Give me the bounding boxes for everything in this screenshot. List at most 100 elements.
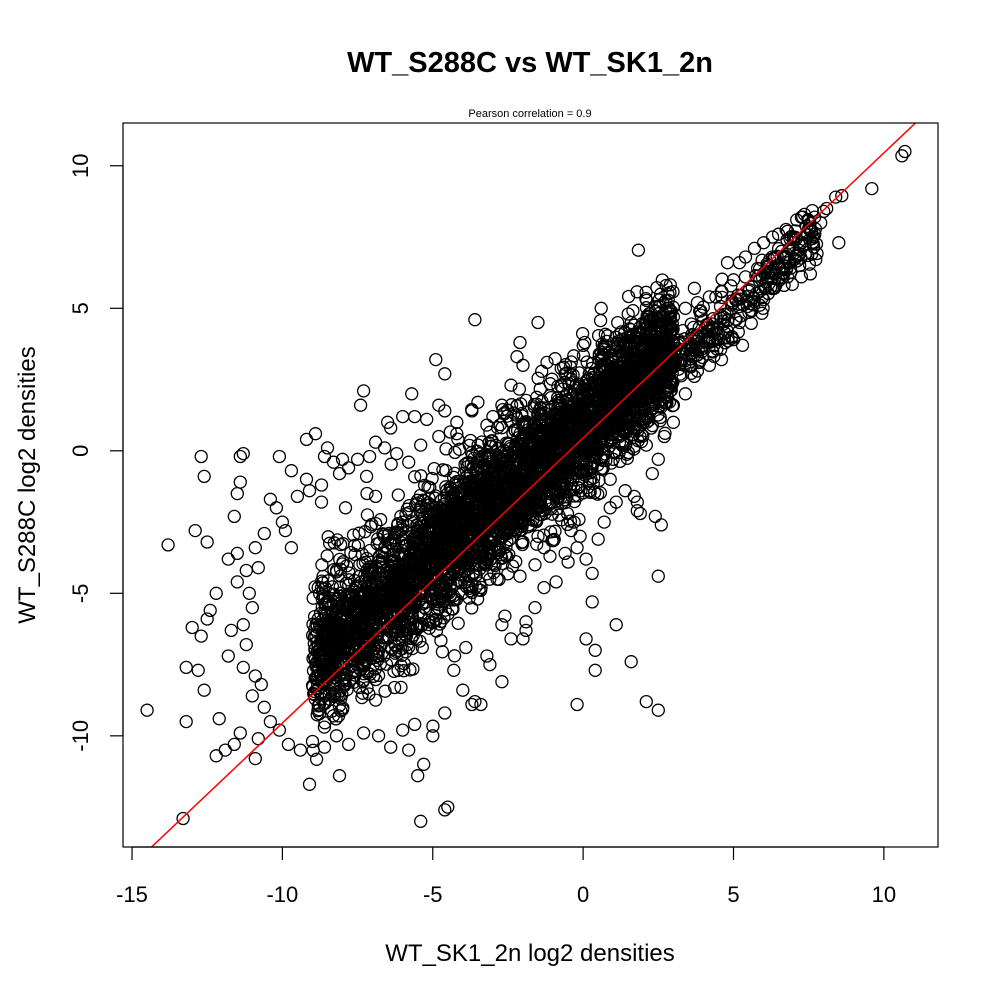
data-point <box>278 523 293 538</box>
data-point <box>612 327 627 341</box>
data-point <box>498 609 512 623</box>
data-point <box>545 372 559 386</box>
data-point <box>495 421 509 435</box>
data-point <box>251 732 265 746</box>
data-point <box>654 518 668 532</box>
data-point <box>435 590 450 604</box>
data-point <box>438 367 452 381</box>
data-point <box>500 500 514 515</box>
data-point <box>556 360 571 374</box>
data-point <box>495 551 509 566</box>
data-point <box>380 616 394 631</box>
data-point <box>588 445 602 460</box>
data-point <box>349 619 363 634</box>
data-point <box>524 481 538 495</box>
data-point <box>455 514 469 528</box>
data-point <box>551 436 565 450</box>
data-point <box>314 478 329 492</box>
data-point <box>332 669 346 684</box>
data-point <box>687 330 701 344</box>
data-point <box>579 407 593 421</box>
data-point <box>322 536 337 550</box>
data-point <box>384 457 398 471</box>
data-point <box>684 366 698 380</box>
data-point <box>439 577 454 591</box>
data-point <box>310 683 325 697</box>
data-point <box>448 529 463 544</box>
data-point <box>641 378 656 393</box>
data-point <box>140 703 154 717</box>
data-point <box>349 625 364 640</box>
data-point <box>203 603 217 618</box>
data-point <box>314 581 329 595</box>
data-point <box>466 512 480 527</box>
x-tick-label: 0 <box>577 882 589 907</box>
data-point <box>233 475 247 489</box>
data-point <box>898 144 912 159</box>
data-point <box>399 645 413 659</box>
data-point <box>263 714 278 729</box>
data-point <box>362 449 377 464</box>
data-point <box>735 338 750 352</box>
data-point <box>465 504 479 518</box>
data-point <box>480 649 494 663</box>
data-point <box>618 484 632 498</box>
data-point <box>664 383 678 397</box>
data-point <box>317 655 331 670</box>
data-point <box>230 575 244 589</box>
data-point <box>326 631 341 645</box>
data-point <box>567 494 582 509</box>
data-point <box>372 549 386 564</box>
data-point <box>308 427 323 441</box>
data-point <box>257 700 271 714</box>
data-point <box>494 455 508 469</box>
data-point <box>651 703 665 717</box>
data-point <box>536 438 550 453</box>
data-point <box>487 532 502 546</box>
data-point <box>451 432 465 446</box>
data-point <box>809 252 823 267</box>
data-point <box>310 620 324 634</box>
data-point <box>652 320 667 334</box>
data-point <box>504 632 518 646</box>
data-point <box>579 466 594 481</box>
data-point <box>783 232 797 246</box>
data-point <box>587 455 602 469</box>
data-point <box>438 803 452 817</box>
data-point <box>333 562 348 576</box>
data-point <box>634 378 648 392</box>
data-point <box>320 441 335 455</box>
data-point <box>645 466 659 481</box>
data-point <box>809 237 824 251</box>
data-point <box>236 446 250 461</box>
data-point <box>197 469 211 484</box>
data-point <box>531 371 545 385</box>
data-point <box>613 405 627 419</box>
data-point <box>558 481 572 495</box>
data-point <box>410 552 425 567</box>
data-point <box>573 406 587 421</box>
data-point <box>551 490 565 504</box>
data-point <box>803 267 818 281</box>
data-point <box>179 714 193 729</box>
data-point <box>443 577 458 591</box>
data-point <box>545 507 559 521</box>
data-point <box>530 537 544 551</box>
data-point <box>434 614 448 629</box>
data-point <box>482 436 496 450</box>
data-point <box>516 632 530 646</box>
data-point <box>414 438 428 452</box>
data-point <box>413 524 427 539</box>
data-point <box>408 409 422 424</box>
y-tick-label: 5 <box>68 302 93 314</box>
data-point <box>530 499 544 513</box>
data-point <box>402 743 416 757</box>
data-point <box>576 338 590 353</box>
chart-title: WT_S288C vs WT_SK1_2n <box>347 47 713 79</box>
data-point <box>666 415 681 429</box>
data-point <box>305 734 320 749</box>
data-point <box>489 448 504 462</box>
data-point <box>394 680 408 695</box>
data-point <box>227 509 241 524</box>
data-point <box>726 332 741 347</box>
